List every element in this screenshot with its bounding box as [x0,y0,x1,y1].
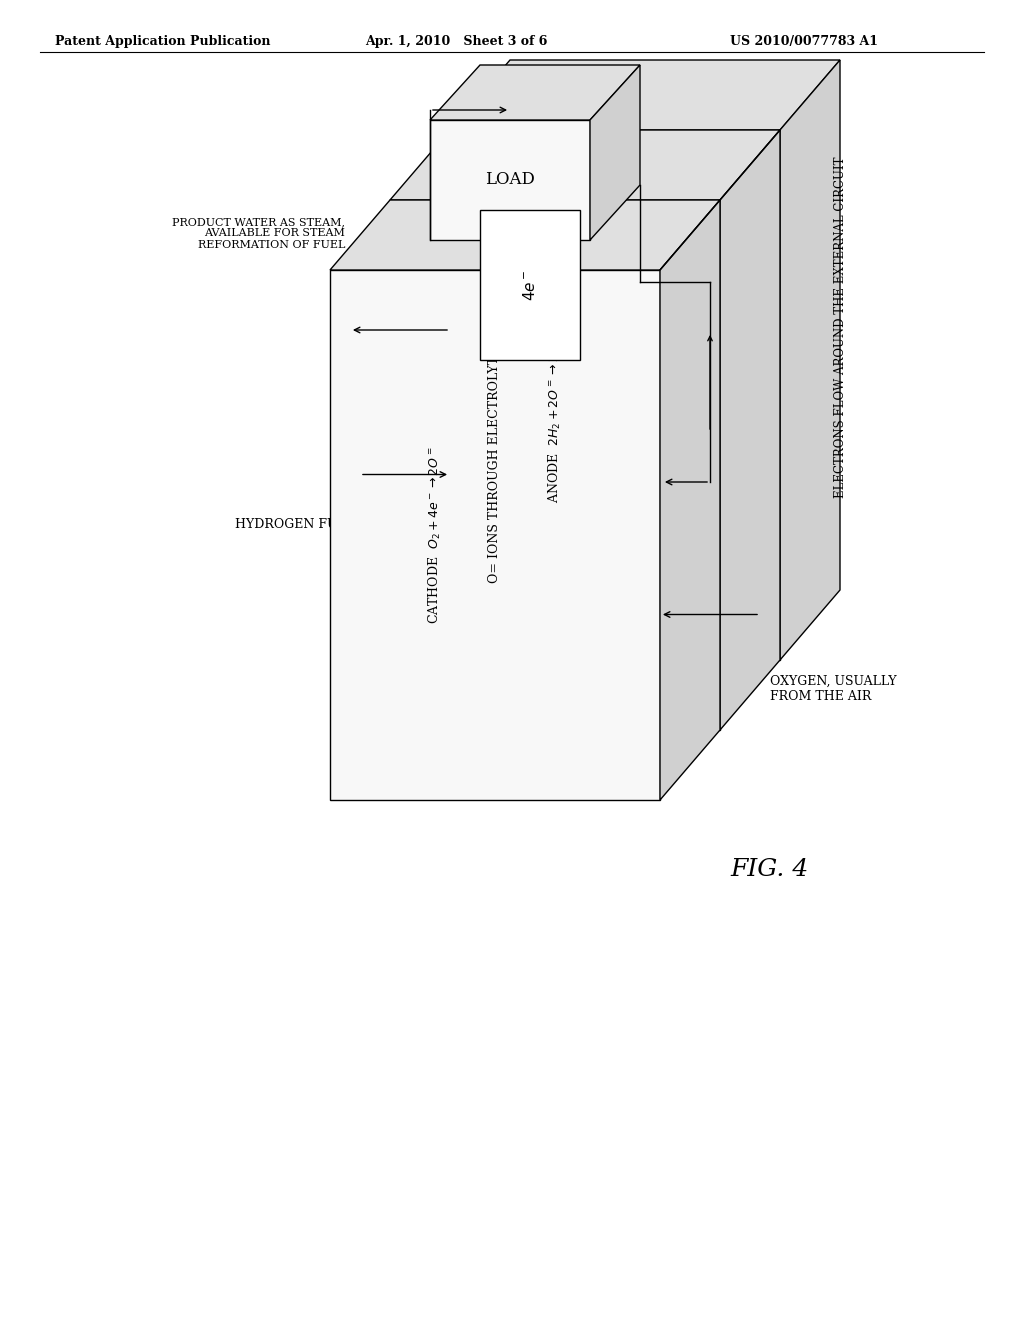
Polygon shape [330,201,720,271]
Polygon shape [430,65,640,120]
Text: ANODE  $2H_2 + 2O^= \rightarrow 2H_2O + 4e^-$: ANODE $2H_2 + 2O^= \rightarrow 2H_2O + 4… [547,286,563,503]
Polygon shape [390,129,780,201]
Text: PRODUCT WATER AS STEAM,
AVAILABLE FOR STEAM
REFORMATION OF FUEL: PRODUCT WATER AS STEAM, AVAILABLE FOR ST… [172,216,345,249]
Polygon shape [660,201,720,800]
Text: $4e^-$: $4e^-$ [522,269,538,301]
Polygon shape [450,59,840,129]
Text: LOAD: LOAD [485,172,535,189]
Text: O= IONS THROUGH ELECTROLYTE: O= IONS THROUGH ELECTROLYTE [488,347,502,583]
Polygon shape [590,65,640,240]
Polygon shape [480,210,580,360]
Text: CATHODE  $O_2 + 4e^- \rightarrow 2O^=$: CATHODE $O_2 + 4e^- \rightarrow 2O^=$ [427,446,443,624]
Text: FIG. 4: FIG. 4 [730,858,808,882]
Text: ELECTRONS FLOW AROUND THE EXTERNAL CIRCUIT: ELECTRONS FLOW AROUND THE EXTERNAL CIRCU… [834,157,847,498]
Polygon shape [720,129,780,730]
Polygon shape [330,271,660,800]
Text: OXYGEN, USUALLY
FROM THE AIR: OXYGEN, USUALLY FROM THE AIR [770,675,897,702]
Text: Apr. 1, 2010   Sheet 3 of 6: Apr. 1, 2010 Sheet 3 of 6 [365,36,548,48]
Text: US 2010/0077783 A1: US 2010/0077783 A1 [730,36,878,48]
Polygon shape [430,120,590,240]
Polygon shape [450,129,780,660]
Polygon shape [390,201,720,730]
Polygon shape [780,59,840,660]
Text: Patent Application Publication: Patent Application Publication [55,36,270,48]
Text: HYDROGEN FUEL: HYDROGEN FUEL [236,517,355,531]
